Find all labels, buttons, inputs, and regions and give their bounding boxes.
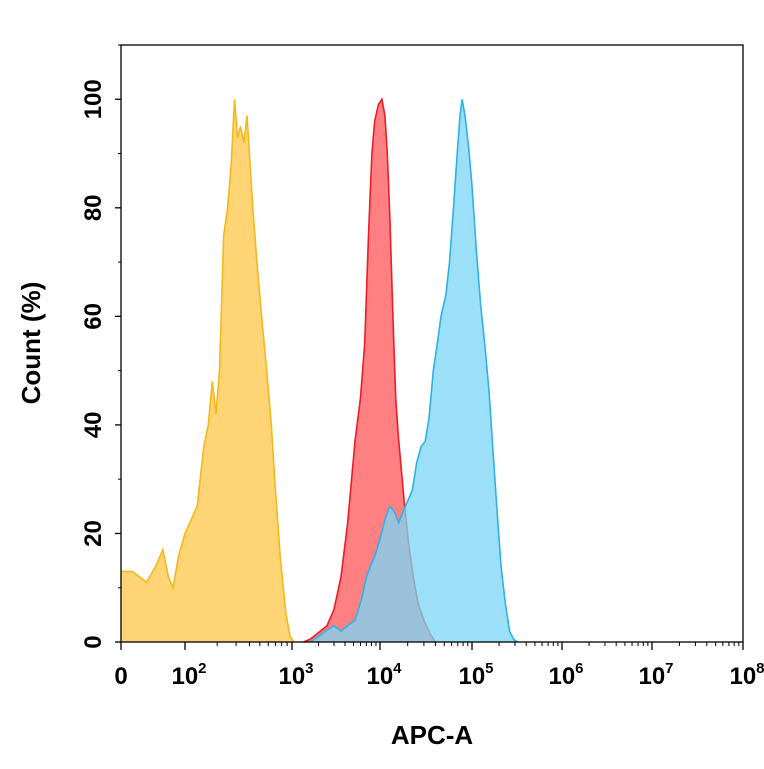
x-tick-label: 105 <box>458 660 493 690</box>
y-tick-label: 0 <box>80 635 107 648</box>
series-3-outline <box>309 99 518 643</box>
series-layer <box>121 97 518 643</box>
x-tick-label: 108 <box>729 660 764 690</box>
y-axis-label: Count (%) <box>16 282 46 405</box>
x-tick-label: 0 <box>114 663 127 690</box>
x-tick-label: 107 <box>638 660 673 690</box>
y-tick-label: 100 <box>80 79 107 119</box>
series-1-outline <box>121 99 295 643</box>
plot-frame <box>120 44 744 643</box>
y-tick-label: 40 <box>80 412 107 439</box>
y-tick-label: 20 <box>80 520 107 547</box>
x-tick-label: 103 <box>278 660 313 690</box>
series-3-area <box>310 99 518 643</box>
x-axis-label: APC-A <box>391 720 474 750</box>
series-1-area <box>121 99 294 643</box>
axis-layer: 0 102 103 104 105 106 107 108 0 20 40 60 80 100 <box>80 44 764 690</box>
y-tick-label: 80 <box>80 194 107 221</box>
x-tick-label: 104 <box>366 660 402 690</box>
y-tick-label: 60 <box>80 303 107 330</box>
x-tick-label: 106 <box>548 660 583 690</box>
series-2-area <box>303 99 436 643</box>
x-tick-label: 102 <box>171 660 206 690</box>
